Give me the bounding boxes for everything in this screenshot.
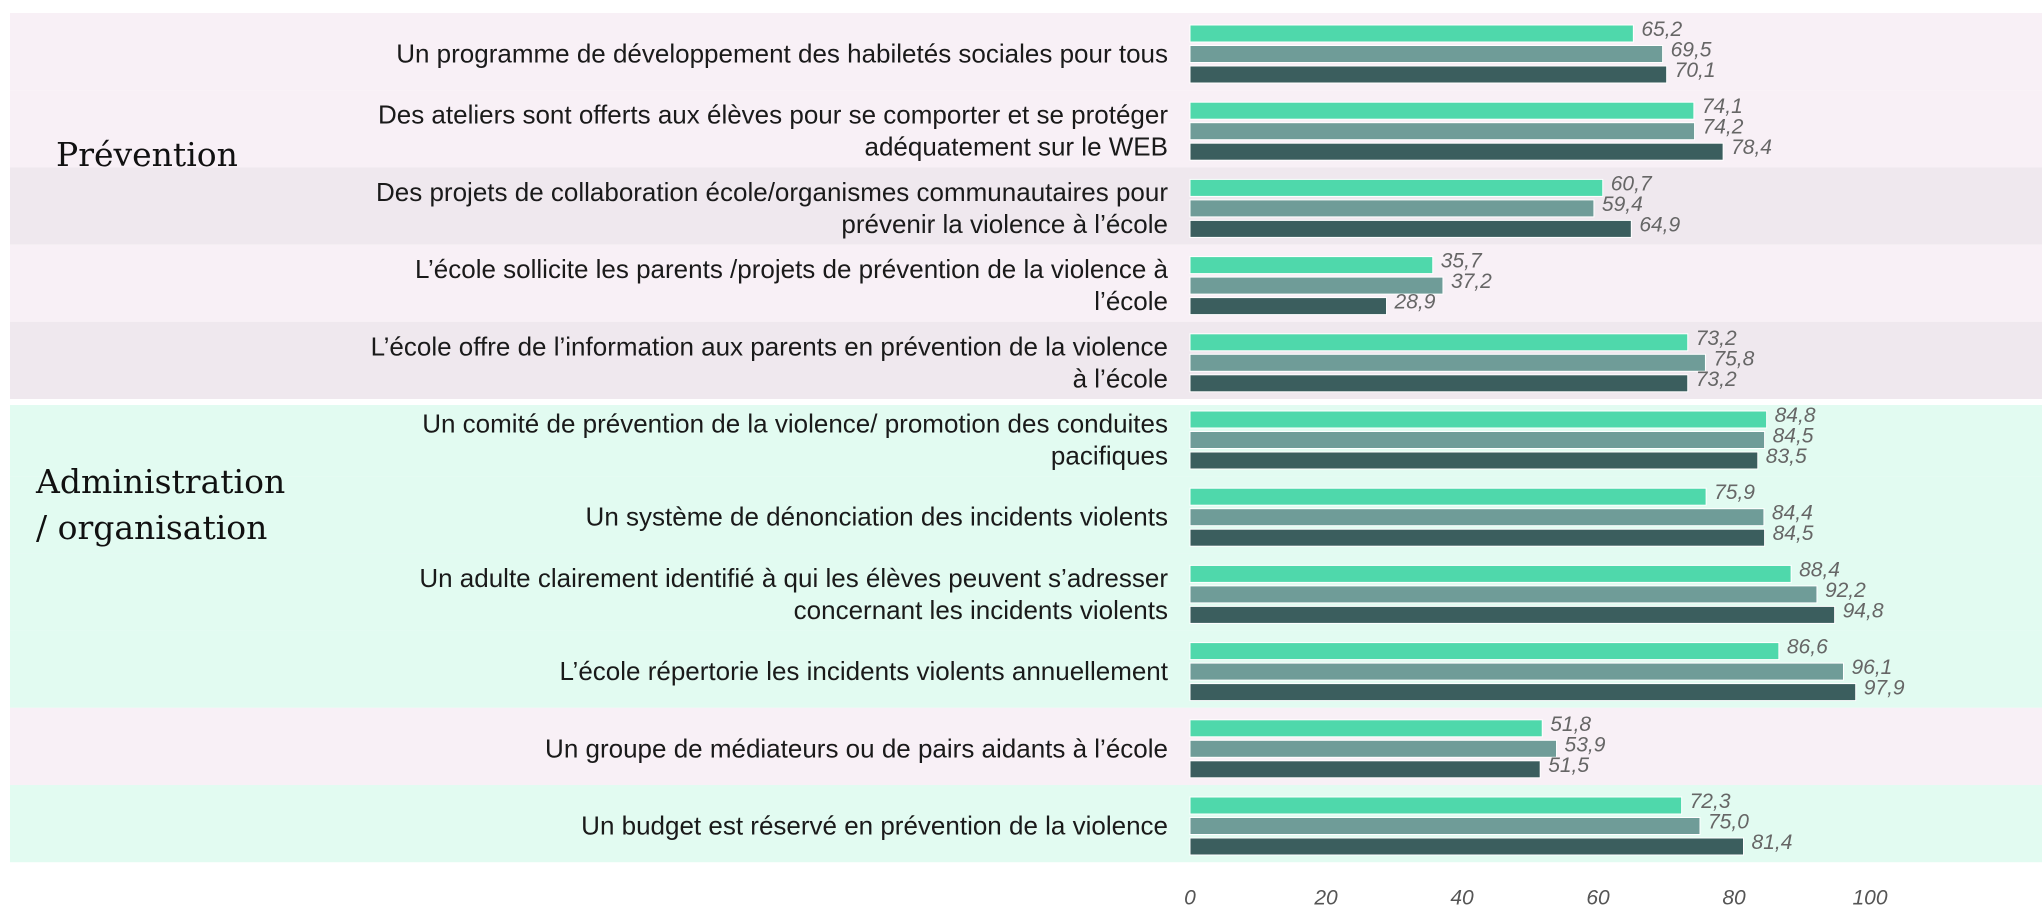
- x-tick-label: 20: [1313, 887, 1338, 910]
- value-label: 64,9: [1639, 213, 1680, 236]
- value-label: 88,4: [1799, 558, 1840, 581]
- bar: [1189, 662, 1844, 681]
- value-label: 81,4: [1752, 831, 1793, 854]
- value-label: 74,1: [1702, 95, 1743, 118]
- value-label: 73,2: [1696, 368, 1737, 391]
- bar: [1189, 410, 1768, 429]
- value-label: 75,9: [1714, 481, 1755, 504]
- x-tick-label: 60: [1586, 887, 1610, 910]
- value-label: 37,2: [1451, 270, 1492, 293]
- value-label: 72,3: [1690, 790, 1731, 813]
- x-tick-label: 40: [1450, 887, 1474, 910]
- bar: [1189, 431, 1766, 449]
- category-label: prévenir la violence à l’école: [841, 209, 1168, 239]
- bar: [1189, 837, 1745, 856]
- category-label: pacifiques: [1051, 440, 1168, 470]
- bar: [1189, 45, 1664, 63]
- row-band: [10, 707, 2042, 785]
- bar: [1189, 333, 1689, 352]
- bar: [1189, 564, 1792, 583]
- bar: [1189, 297, 1388, 316]
- value-label: 84,8: [1775, 404, 1816, 427]
- bar: [1189, 122, 1696, 141]
- value-label: 94,8: [1843, 599, 1884, 622]
- category-label: Un système de dénonciation des incidents…: [586, 502, 1168, 532]
- category-label: Un adulte clairement identifié à qui les…: [419, 563, 1168, 593]
- value-label: 35,7: [1441, 250, 1483, 273]
- bar: [1189, 142, 1724, 161]
- value-label: 69,5: [1671, 39, 1712, 62]
- value-label: 60,7: [1611, 172, 1653, 195]
- category-label: Un budget est réservé en prévention de l…: [581, 810, 1168, 840]
- row-band: [10, 167, 2042, 245]
- bar: [1189, 585, 1818, 604]
- value-label: 78,4: [1731, 136, 1772, 159]
- bar: [1189, 199, 1595, 218]
- bar: [1189, 24, 1634, 43]
- category-label: l’école: [1094, 286, 1168, 316]
- category-label: adéquatement sur le WEB: [865, 132, 1169, 162]
- category-label: Un groupe de médiateurs ou de pairs aida…: [545, 733, 1168, 763]
- category-label: Un programme de développement des habile…: [396, 38, 1168, 68]
- bar: [1189, 683, 1857, 702]
- group-label: / organisation: [36, 508, 267, 547]
- category-label: L’école offre de l’information aux paren…: [371, 331, 1168, 361]
- bar: [1189, 739, 1558, 758]
- bar: [1189, 528, 1766, 547]
- bar: [1189, 508, 1765, 527]
- bar: [1189, 353, 1706, 372]
- value-label: 96,1: [1851, 656, 1892, 679]
- bar: [1189, 796, 1683, 815]
- bar: [1189, 256, 1434, 275]
- value-label: 74,2: [1703, 116, 1744, 139]
- group-label: Administration: [35, 462, 285, 501]
- category-label: L’école répertorie les incidents violent…: [560, 656, 1169, 686]
- value-label: 84,4: [1772, 502, 1813, 525]
- category-label: à l’école: [1073, 363, 1168, 393]
- bar: [1189, 276, 1444, 295]
- value-label: 28,9: [1394, 291, 1436, 314]
- group-label: Prévention: [56, 135, 238, 174]
- value-label: 51,8: [1550, 713, 1591, 736]
- value-label: 51,5: [1548, 754, 1589, 777]
- bar: [1189, 178, 1604, 197]
- x-tick-label: 100: [1852, 887, 1887, 910]
- value-label: 92,2: [1825, 579, 1866, 602]
- bar: [1189, 760, 1541, 779]
- value-label: 59,4: [1602, 193, 1643, 216]
- value-label: 86,6: [1787, 636, 1828, 659]
- bar: [1189, 487, 1707, 506]
- value-label: 84,5: [1773, 522, 1814, 545]
- bar: [1189, 65, 1668, 84]
- value-label: 97,9: [1864, 677, 1905, 700]
- category-label: concernant les incidents violents: [794, 595, 1168, 625]
- bar: [1189, 719, 1543, 738]
- value-label: 65,2: [1641, 18, 1682, 41]
- x-tick-label: 80: [1722, 887, 1746, 910]
- bar: [1189, 101, 1695, 120]
- category-label: Des ateliers sont offerts aux élèves pou…: [378, 100, 1168, 130]
- x-tick-label: 0: [1184, 887, 1196, 910]
- row-band: [10, 13, 2042, 91]
- value-label: 70,1: [1675, 59, 1716, 82]
- value-label: 83,5: [1766, 445, 1807, 468]
- category-label: Des projets de collaboration école/organ…: [376, 177, 1168, 207]
- bar: [1189, 642, 1780, 661]
- value-label: 84,5: [1773, 425, 1814, 448]
- bar: [1189, 817, 1701, 835]
- bar: [1189, 219, 1632, 238]
- bar: [1189, 605, 1836, 624]
- bar: [1189, 451, 1759, 470]
- category-label: Un comité de prévention de la violence/ …: [422, 408, 1168, 438]
- value-label: 75,8: [1713, 347, 1754, 370]
- bar: [1189, 374, 1689, 393]
- value-label: 53,9: [1565, 733, 1606, 756]
- value-label: 73,2: [1696, 327, 1737, 350]
- row-band: [10, 244, 2042, 322]
- category-label: L’école sollicite les parents /projets d…: [415, 254, 1169, 284]
- value-label: 75,0: [1708, 811, 1749, 834]
